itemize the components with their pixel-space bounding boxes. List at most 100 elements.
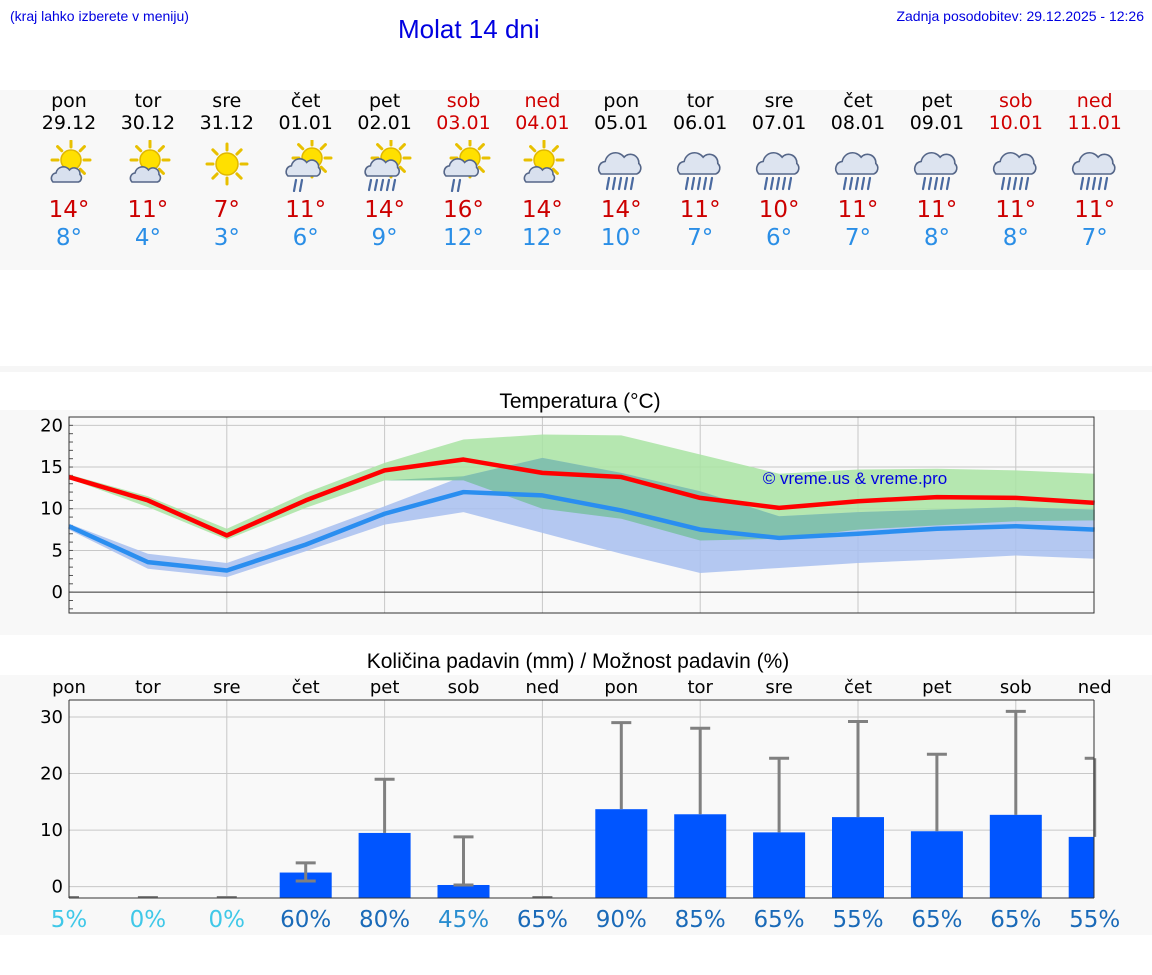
forecast-day-name: pon (603, 90, 640, 112)
precipitation-probability: 0% (130, 907, 167, 933)
sun-cloud-icon (523, 140, 565, 183)
temperature-chart-title: Temperatura (°C) (499, 390, 660, 413)
forecast-day-name: pet (921, 90, 953, 112)
precipitation-bar (595, 809, 648, 898)
min-temperature-line (68, 489, 1095, 573)
precipitation-probability: 55% (832, 907, 883, 933)
precipitation-probability: 85% (675, 907, 726, 933)
min-temperature: 6° (766, 225, 793, 251)
precipitation-day-label: pon (52, 677, 86, 698)
sun-cloud-icon (50, 140, 92, 183)
precipitation-probability: 5% (51, 907, 88, 933)
forecast-day[interactable]: čet 01.01 11° 6° (267, 90, 345, 252)
precipitation-probability: 90% (596, 907, 647, 933)
min-temperature: 4° (134, 225, 161, 251)
precipitation-probability: 65% (517, 907, 568, 933)
precipitation-chart-title: Količina padavin (mm) / Možnost padavin … (367, 650, 790, 673)
min-temperature-range (69, 457, 1095, 578)
precipitation-day-label: pon (604, 677, 638, 698)
max-temperature: 16° (443, 197, 484, 223)
last-update: Zadnja posodobitev: 29.12.2025 - 12:26 (896, 8, 1144, 24)
range-overlap (69, 457, 1095, 541)
copyright-annotation: © vreme.us & vreme.pro (763, 469, 947, 488)
temperature-plot-frame (68, 416, 1095, 614)
max-temperature: 14° (48, 197, 90, 223)
precipitation-day-label: tor (135, 677, 161, 698)
precipitation-bar (989, 814, 1042, 898)
min-temperature: 7° (1081, 225, 1108, 251)
forecast-day[interactable]: pet 09.01 11° 8° (898, 90, 976, 252)
min-temperature: 7° (687, 225, 714, 251)
y-tick-label: 0 (52, 582, 63, 603)
precipitation-day-label: čet (292, 677, 320, 698)
forecast-date: 02.01 (357, 112, 412, 134)
forecast-day[interactable]: sre 07.01 10° 6° (740, 90, 818, 252)
forecast-day-name: ned (1076, 90, 1113, 112)
forecast-day[interactable]: sre 31.12 7° 3° (188, 90, 266, 252)
forecast-day-name: čet (843, 90, 873, 112)
precipitation-day-label: pet (370, 677, 400, 698)
max-temperature: 14° (600, 197, 642, 223)
sun-cloud-heavy-rain-icon (364, 140, 412, 192)
forecast-date: 04.01 (515, 112, 570, 134)
precipitation-day-label: tor (687, 677, 713, 698)
forecast-day[interactable]: ned 11.01 11° 7° (1056, 90, 1134, 252)
min-temperature: 6° (292, 225, 319, 251)
min-temperature: 8° (55, 225, 83, 251)
forecast-day[interactable]: čet 08.01 11° 7° (819, 90, 897, 252)
forecast-day[interactable]: sob 03.01 16° 12° (425, 90, 503, 252)
min-temperature: 12° (443, 225, 484, 251)
max-temperature: 11° (837, 197, 879, 223)
forecast-day-name: sob (446, 90, 481, 112)
forecast-day[interactable]: ned 04.01 14° 12° (503, 90, 581, 252)
max-temperature: 14° (364, 197, 405, 223)
sun-cloud-rain-icon (442, 140, 490, 192)
cloud-rain-icon (913, 151, 958, 191)
forecast-day-name: sre (212, 90, 242, 112)
precipitation-day-label: čet (844, 677, 872, 698)
min-temperature: 9° (371, 225, 398, 251)
forecast-day[interactable]: pet 02.01 14° 9° (346, 90, 424, 252)
precipitation-probability: 55% (1069, 907, 1120, 933)
forecast-day[interactable]: pon 05.01 14° 10° (582, 90, 660, 252)
precipitation-probability: 65% (911, 907, 962, 933)
precipitation-bar (832, 817, 884, 898)
forecast-strip: pon 29.12 14° 8° tor 30.12 11° 4° sre 31.12 7° 3° če… (0, 90, 1152, 270)
y-tick-label: 20 (40, 415, 63, 436)
min-temperature: 8° (1002, 225, 1029, 251)
y-tick-label: 5 (52, 540, 63, 561)
forecast-day[interactable]: pon 29.12 14° 8° (30, 90, 108, 252)
max-temperature: 11° (285, 197, 327, 223)
forecast-day[interactable]: tor 06.01 11° 7° (661, 90, 739, 252)
forecast-date: 09.01 (909, 112, 965, 134)
cloud-rain-icon (992, 151, 1037, 191)
forecast-date: 29.12 (41, 112, 97, 134)
y-tick-label: 10 (40, 499, 63, 520)
precipitation-day-label: sre (213, 677, 240, 698)
sun-cloud-icon (129, 140, 171, 183)
cloud-rain-icon (756, 151, 800, 191)
max-temperature-line (68, 457, 1095, 538)
forecast-date: 06.01 (672, 112, 728, 134)
cloud-rain-icon (598, 151, 642, 191)
forecast-day-name: čet (290, 90, 321, 112)
precipitation-day-label: sob (448, 677, 480, 698)
max-temperature: 10° (758, 197, 800, 223)
forecast-day[interactable]: tor 30.12 11° 4° (109, 90, 187, 252)
forecast-date: 30.12 (120, 112, 176, 134)
min-temperature: 12° (522, 225, 563, 251)
forecast-date: 07.01 (751, 112, 807, 134)
forecast-day-name: pon (51, 90, 87, 112)
forecast-day[interactable]: sob 10.01 11° 8° (977, 90, 1055, 252)
y-tick-label: 10 (40, 820, 63, 841)
forecast-date: 10.01 (988, 112, 1043, 134)
y-tick-label: 20 (40, 764, 63, 785)
forecast-day-name: ned (524, 90, 561, 112)
location-hint[interactable]: (kraj lahko izberete v meniju) (10, 8, 189, 24)
precipitation-probability: 65% (990, 907, 1041, 933)
forecast-day-name: sre (764, 90, 794, 112)
precipitation-bar (910, 831, 963, 898)
precipitation-probability: 60% (280, 907, 331, 933)
forecast-day-name: pet (368, 90, 401, 112)
